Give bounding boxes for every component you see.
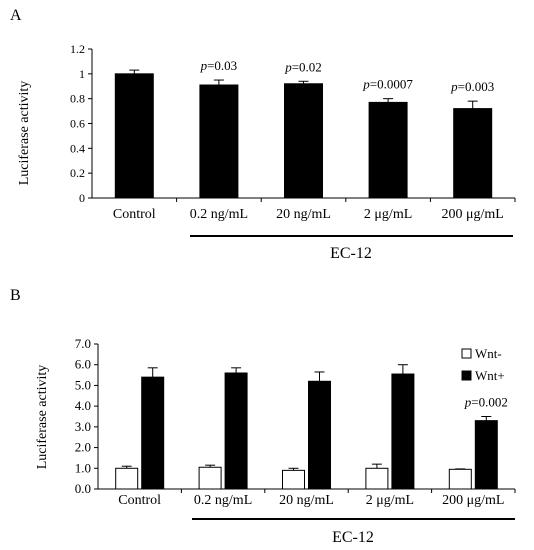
panel-a: A Luciferase activity 00.20.40.60.811.2 … — [10, 7, 516, 262]
panel-a-group-label: EC-12 — [330, 245, 372, 262]
y-tick-label: 0.4 — [70, 141, 85, 155]
legend-label: Wnt- — [475, 346, 502, 361]
bar — [141, 376, 165, 490]
p-value-annotation: p=0.03 — [200, 58, 238, 73]
y-tick-label: 0 — [79, 191, 85, 205]
y-tick-label: 1.2 — [70, 42, 85, 56]
y-tick-label: 1 — [79, 67, 85, 81]
x-tick-label: 2 μg/mL — [364, 207, 412, 222]
y-tick-label: 0.0 — [75, 481, 91, 496]
p-value-annotation: p=0.003 — [450, 79, 494, 94]
bar — [448, 468, 472, 490]
bar — [199, 84, 239, 199]
panel-b-annotations: p=0.002 — [464, 395, 508, 410]
bar — [198, 466, 222, 490]
bar — [368, 101, 408, 199]
y-tick-label: 0.6 — [70, 117, 85, 131]
panel-a-category-labels: Control 0.2 ng/mL 20 ng/mL 2 μg/mL 200 μg/mL — [113, 207, 504, 222]
legend-swatch — [461, 370, 472, 381]
bar — [224, 372, 248, 490]
bar — [308, 380, 331, 490]
panel-a-annotations: p=0.03 p=0.02 p=0.0007 p=0.003 — [200, 58, 495, 94]
panel-b: B Luciferase activity 0.0 1.0 2.0 3.0 4.0 5.0… — [10, 287, 516, 546]
x-tick-label: 200 μg/mL — [442, 207, 504, 222]
x-tick-label: Control — [113, 207, 156, 222]
panel-b-y-axis-label: Luciferase activity — [35, 365, 50, 470]
panel-a-letter: A — [10, 7, 22, 24]
x-tick-label: 2 μg/mL — [366, 493, 414, 508]
bar — [391, 373, 415, 490]
bar — [114, 73, 154, 199]
panel-a-axes: 0 0.2 0.4 0.6 0.8 1 1.2 — [70, 42, 516, 205]
y-tick-label: 2.0 — [75, 440, 91, 455]
y-tick-label: 5.0 — [75, 377, 91, 392]
x-tick-label: Control — [118, 493, 161, 508]
legend-swatch — [461, 348, 472, 359]
y-tick-label: 7.0 — [75, 336, 91, 351]
bar — [453, 108, 493, 199]
y-tick-label: 3.0 — [75, 419, 91, 434]
bar — [282, 469, 305, 490]
bar — [365, 467, 389, 490]
y-tick-label: 4.0 — [75, 398, 91, 413]
x-tick-label: 0.2 ng/mL — [194, 493, 252, 508]
x-tick-label: 200 μg/mL — [442, 493, 504, 508]
panel-a-y-axis-label: Luciferase activity — [17, 81, 32, 186]
y-tick-label: 1.0 — [75, 460, 91, 475]
panel-b-legend: Wnt- Wnt+ — [461, 346, 505, 383]
legend-label: Wnt+ — [475, 368, 505, 383]
p-value-annotation: p=0.0007 — [362, 77, 413, 92]
bar — [474, 420, 498, 490]
x-tick-label: 0.2 ng/mL — [190, 207, 248, 222]
p-value-annotation: p=0.02 — [284, 59, 322, 74]
panel-b-bars — [115, 364, 498, 490]
bar — [284, 83, 323, 199]
panel-a-bars — [114, 69, 493, 199]
panel-b-axes: 0.0 1.0 2.0 3.0 4.0 5.0 6.0 7.0 — [75, 336, 516, 496]
y-tick-label: 6.0 — [75, 357, 91, 372]
panel-b-letter: B — [10, 287, 21, 304]
bar — [115, 467, 139, 490]
x-tick-label: 20 ng/mL — [279, 493, 334, 508]
y-tick-label: 0.2 — [70, 166, 85, 180]
y-tick-label: 0.8 — [70, 92, 85, 106]
x-tick-label: 20 ng/mL — [276, 207, 331, 222]
panel-b-group-label: EC-12 — [332, 529, 374, 546]
p-value-annotation: p=0.002 — [464, 395, 508, 410]
panel-b-category-labels: Control 0.2 ng/mL 20 ng/mL 2 μg/mL 200 μg/mL — [118, 493, 504, 508]
